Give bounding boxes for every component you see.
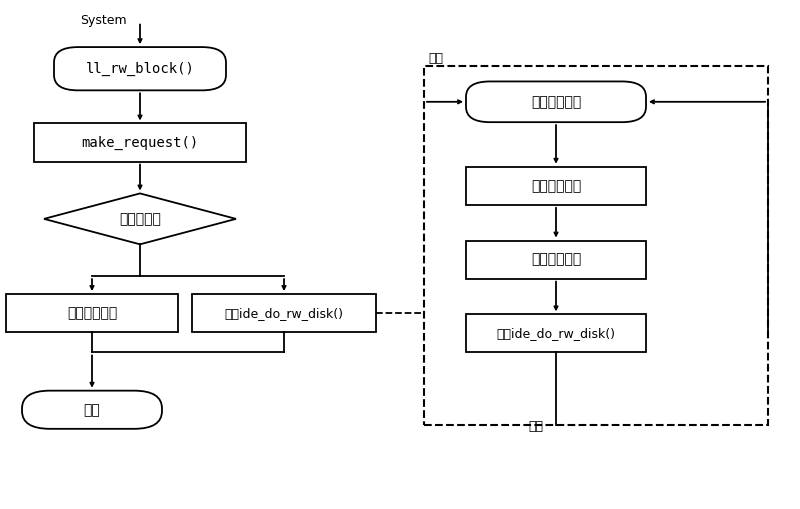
Bar [466, 241, 646, 279]
Text: System: System [80, 14, 126, 27]
Bar [34, 124, 246, 162]
FancyBboxPatch shape [466, 81, 646, 122]
FancyBboxPatch shape [54, 47, 226, 91]
Text: 调用ide_do_rw_disk(): 调用ide_do_rw_disk() [497, 327, 615, 340]
Text: 数据复制操作: 数据复制操作 [531, 179, 581, 193]
Text: 中断: 中断 [528, 420, 543, 433]
Text: 第一个请求: 第一个请求 [119, 212, 161, 226]
Polygon shape [44, 193, 236, 244]
Bar [192, 294, 376, 332]
Text: 调用ide_do_rw_disk(): 调用ide_do_rw_disk() [225, 306, 343, 320]
Bar [424, 66, 768, 425]
Text: make_request(): make_request() [82, 135, 198, 150]
Text: 退出: 退出 [84, 403, 100, 417]
Bar [466, 315, 646, 353]
Text: 中断处理过程: 中断处理过程 [531, 95, 581, 109]
FancyBboxPatch shape [22, 391, 162, 429]
Text: 插入请求队列: 插入请求队列 [67, 306, 117, 320]
Bar [466, 167, 646, 205]
Bar [6, 294, 178, 332]
Text: ll_rw_block(): ll_rw_block() [86, 62, 194, 76]
Text: 请求结束处理: 请求结束处理 [531, 252, 581, 267]
Text: 中断: 中断 [428, 52, 443, 65]
